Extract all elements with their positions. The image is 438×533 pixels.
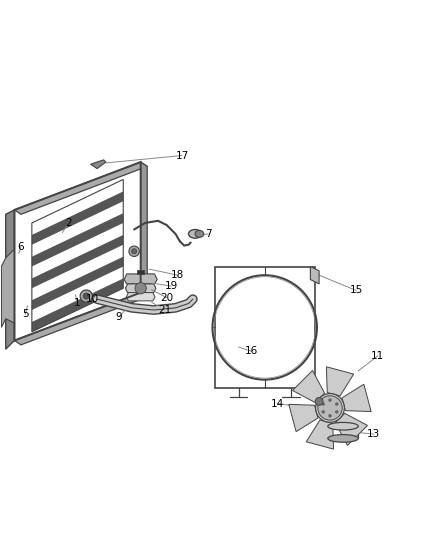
Text: 9: 9 [116, 312, 122, 321]
Text: 5: 5 [22, 309, 28, 319]
Polygon shape [311, 266, 319, 284]
Text: 16: 16 [245, 346, 258, 357]
Text: 11: 11 [371, 351, 385, 361]
Text: 21: 21 [158, 305, 171, 315]
Text: 6: 6 [18, 242, 24, 252]
Circle shape [315, 398, 323, 405]
Text: 20: 20 [160, 293, 173, 303]
Text: 18: 18 [171, 270, 184, 280]
Circle shape [316, 393, 344, 422]
Polygon shape [336, 413, 367, 446]
Circle shape [321, 410, 325, 414]
Polygon shape [141, 162, 147, 297]
Text: 17: 17 [175, 150, 189, 160]
Polygon shape [32, 278, 123, 332]
Circle shape [335, 402, 339, 406]
Circle shape [335, 410, 339, 414]
Circle shape [135, 282, 146, 294]
Polygon shape [293, 370, 325, 402]
Text: 10: 10 [86, 294, 99, 304]
Circle shape [328, 414, 332, 417]
Ellipse shape [328, 423, 358, 430]
Polygon shape [1, 249, 14, 327]
Polygon shape [137, 270, 144, 274]
Text: 7: 7 [205, 229, 212, 239]
Circle shape [83, 293, 89, 299]
Circle shape [328, 398, 332, 402]
Polygon shape [326, 367, 354, 396]
Polygon shape [126, 293, 155, 301]
Polygon shape [14, 162, 147, 214]
Polygon shape [342, 384, 371, 411]
Ellipse shape [328, 434, 358, 442]
Polygon shape [32, 213, 123, 266]
Circle shape [321, 402, 325, 406]
Ellipse shape [188, 230, 201, 238]
Polygon shape [32, 257, 123, 310]
Text: 14: 14 [271, 399, 284, 409]
Circle shape [129, 246, 139, 256]
Text: 19: 19 [165, 281, 178, 291]
Polygon shape [14, 293, 147, 345]
Text: 2: 2 [66, 218, 72, 228]
Polygon shape [91, 160, 106, 168]
Polygon shape [6, 210, 14, 349]
Circle shape [80, 290, 92, 302]
Ellipse shape [195, 230, 204, 237]
Polygon shape [32, 235, 123, 288]
Circle shape [131, 249, 137, 254]
Text: 15: 15 [350, 286, 363, 295]
Text: 13: 13 [367, 429, 380, 439]
Polygon shape [306, 420, 334, 449]
Polygon shape [32, 191, 123, 245]
Text: 1: 1 [74, 298, 81, 309]
Polygon shape [289, 405, 318, 432]
Circle shape [318, 396, 342, 420]
Polygon shape [124, 274, 157, 284]
Polygon shape [125, 284, 156, 293]
